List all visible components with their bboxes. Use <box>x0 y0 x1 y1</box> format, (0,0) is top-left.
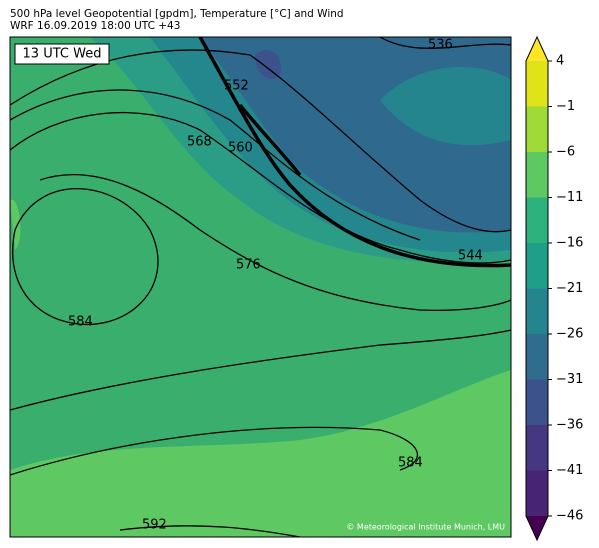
contour-label: 584 <box>398 456 423 471</box>
contour-label: 552 <box>224 79 249 94</box>
colorbar-band <box>526 288 548 335</box>
colorbar-tick-label: −6 <box>556 145 575 160</box>
contour-label: 536 <box>428 38 453 53</box>
colorbar-band <box>526 334 548 380</box>
colorbar-tick-label: −11 <box>556 190 583 205</box>
contour-label: 568 <box>187 135 212 150</box>
colorbar-band <box>526 379 548 426</box>
colorbar-tick-label: −1 <box>556 99 575 114</box>
colorbar-band <box>526 243 548 289</box>
contour-label: 584 <box>68 315 93 330</box>
colorbar-band <box>526 152 548 198</box>
contour-label: 592 <box>142 518 167 533</box>
colorbar-extend <box>526 516 548 540</box>
colorbar-extend <box>526 37 548 61</box>
colorbar-tick-label: −36 <box>556 418 583 433</box>
contour-label: 544 <box>458 249 483 264</box>
colorbar-band <box>526 106 548 153</box>
map-frame <box>9 36 512 538</box>
colorbar-band <box>526 197 548 244</box>
subtitle: WRF 16.09.2019 18:00 UTC +43 <box>10 20 180 32</box>
colorbar-band <box>526 61 548 107</box>
colorbar-tick-label: −41 <box>556 463 583 478</box>
colorbar-tick-label: −21 <box>556 281 583 296</box>
title: 500 hPa level Geopotential [gpdm], Tempe… <box>10 8 344 20</box>
contour-label: 560 <box>228 141 253 156</box>
map <box>10 37 511 537</box>
colorbar-tick-label: −31 <box>556 372 583 387</box>
colorbar-tick-label: −46 <box>556 509 583 524</box>
colorbar-band <box>526 425 548 471</box>
contour-label: 576 <box>236 258 261 273</box>
colorbar-tick-label: 4 <box>556 54 564 69</box>
colorbar-band <box>526 470 548 517</box>
colorbar: 4 −1 −6 −11 −16 −21 −26 −31 −36 −41 −46 <box>525 35 583 542</box>
credit: © Meteorological Institute Munich, LMU <box>346 523 505 532</box>
colorbar-tick-label: −16 <box>556 236 583 251</box>
time-label: 13 UTC Wed <box>23 47 102 62</box>
colorbar-tick-label: −26 <box>556 327 583 342</box>
